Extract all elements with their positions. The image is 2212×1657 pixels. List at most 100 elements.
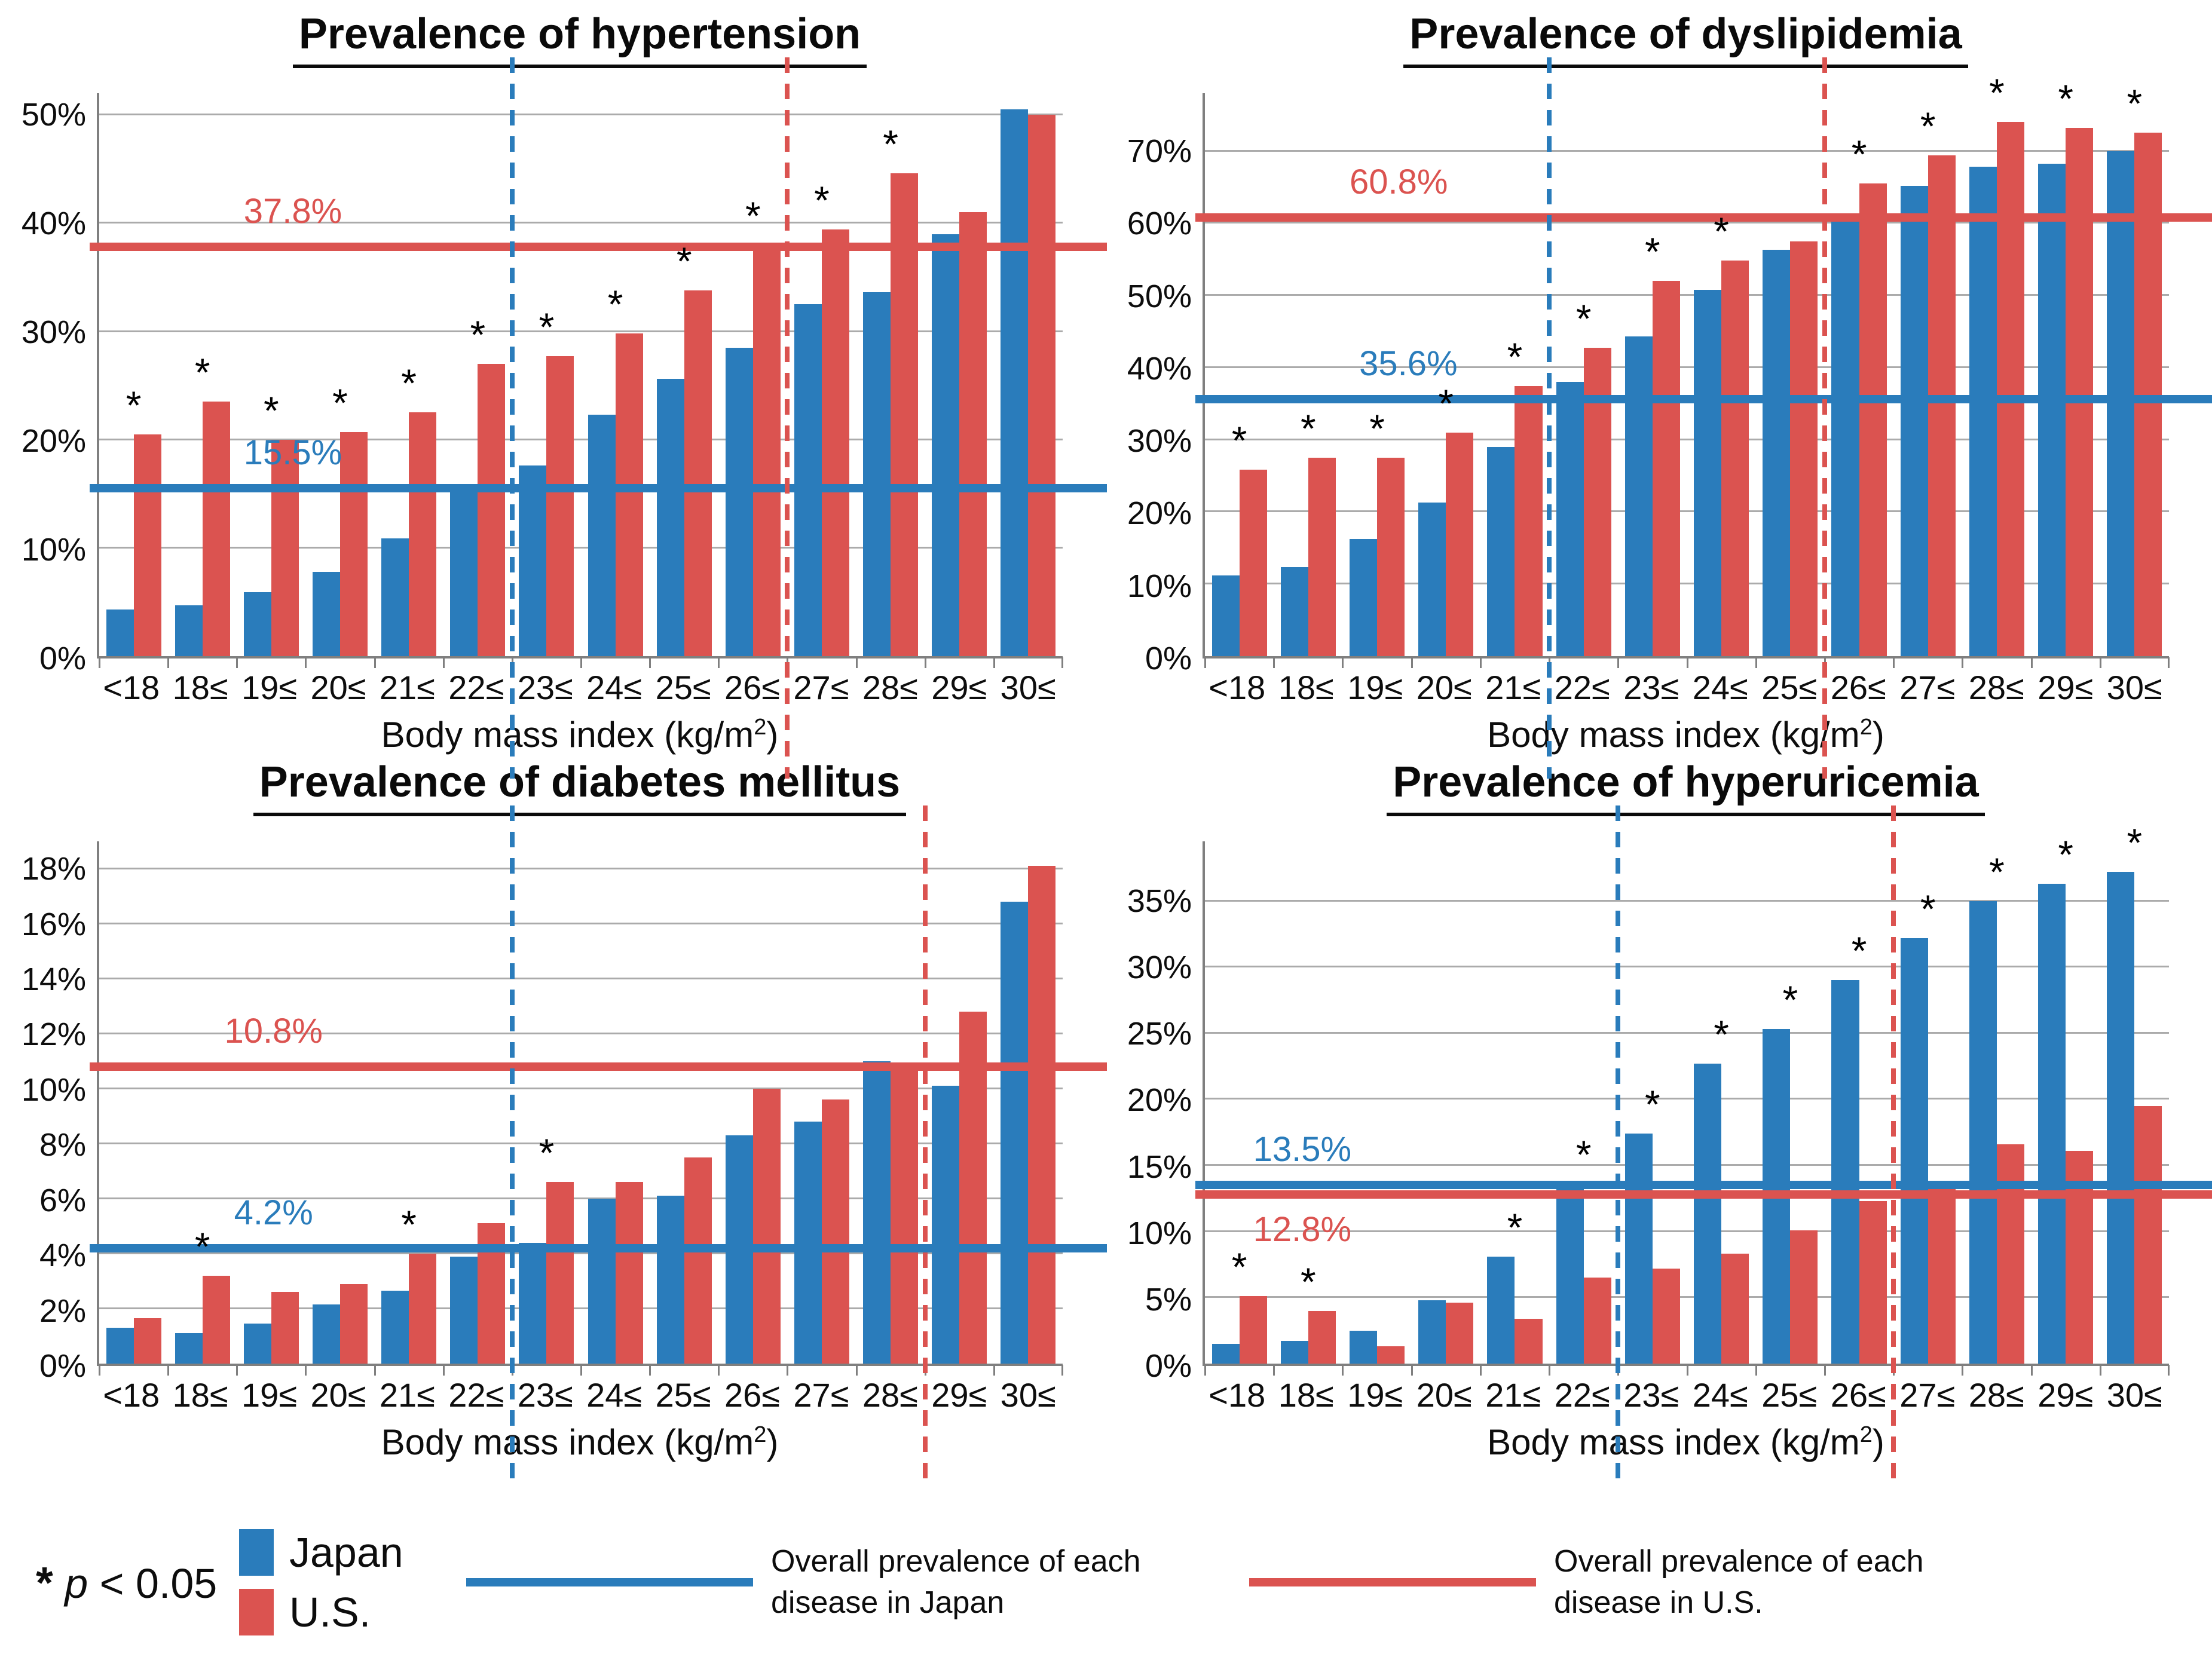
bar-group bbox=[2032, 93, 2100, 656]
bar-japan bbox=[175, 605, 203, 656]
y-tick-label: 25% bbox=[1127, 1016, 1192, 1052]
bar-group bbox=[787, 93, 856, 656]
bar-group bbox=[2032, 841, 2100, 1364]
x-tick-mark bbox=[1755, 1365, 1757, 1376]
x-axis-title-sup: 2 bbox=[1859, 1422, 1873, 1447]
bar-us bbox=[1721, 1254, 1749, 1364]
x-tick-label: 27≤ bbox=[1899, 1376, 1956, 1414]
x-tick-mark bbox=[580, 1365, 582, 1376]
x-tick-label: 26≤ bbox=[1830, 669, 1886, 706]
us-swatch bbox=[239, 1589, 274, 1635]
gridline bbox=[1205, 966, 2169, 968]
significance-asterisk: * bbox=[332, 381, 348, 425]
x-axis-title-suffix: ) bbox=[1872, 715, 1884, 755]
x-tick-mark bbox=[2099, 1365, 2101, 1376]
significance-asterisk: * bbox=[194, 1224, 210, 1269]
y-tick-label: 20% bbox=[21, 423, 86, 460]
bar-japan bbox=[519, 1242, 547, 1364]
significance-asterisk: * bbox=[2058, 832, 2074, 877]
y-tick-label: 4% bbox=[39, 1238, 86, 1274]
gridline bbox=[1205, 1296, 2169, 1298]
x-tick-label: 20≤ bbox=[1416, 1376, 1472, 1414]
y-tick-label: 18% bbox=[21, 851, 86, 887]
japan-overall-label: 15.5% bbox=[243, 433, 342, 473]
significance-asterisk: * bbox=[1300, 406, 1316, 451]
significance-asterisk: * bbox=[1645, 229, 1660, 274]
us-overall-label: 10.8% bbox=[224, 1012, 323, 1051]
bar-us bbox=[1028, 115, 1056, 656]
bar-group bbox=[1342, 841, 1411, 1364]
significance-asterisk: * bbox=[1575, 1132, 1592, 1177]
bar-us bbox=[409, 1254, 437, 1364]
chart-title-wrap: Prevalence of dyslipidemia bbox=[1203, 10, 2169, 73]
bar-us bbox=[891, 173, 919, 656]
x-tick-mark bbox=[1824, 1365, 1826, 1376]
bar-group bbox=[581, 93, 650, 656]
bar-japan bbox=[2038, 883, 2066, 1364]
x-axis-title-sup: 2 bbox=[754, 715, 767, 740]
legend: * p < 0.05 Japan U.S. Overall prevalence… bbox=[0, 1529, 2212, 1636]
y-tick-label: 5% bbox=[1145, 1281, 1192, 1318]
us-overall-label: 60.8% bbox=[1349, 162, 1448, 201]
x-tick-label: 27≤ bbox=[793, 1376, 849, 1414]
bar-japan bbox=[794, 1122, 822, 1364]
bar-us bbox=[133, 434, 161, 656]
x-tick-label: 21≤ bbox=[1485, 1376, 1541, 1414]
x-tick-label: 28≤ bbox=[1968, 1376, 2024, 1414]
gridline bbox=[1205, 510, 2169, 513]
y-tick-label: 40% bbox=[21, 206, 86, 242]
y-tick-label: 10% bbox=[1127, 568, 1192, 604]
x-tick-mark bbox=[1061, 657, 1063, 668]
bar-japan bbox=[1900, 185, 1928, 656]
bar-us bbox=[202, 1275, 230, 1364]
gridline bbox=[99, 330, 1063, 332]
bar-japan bbox=[381, 538, 409, 656]
y-axis-labels: 0% 2% 4% 6% 8% 10% 12% 14% 16% 18% bbox=[7, 841, 97, 1384]
x-tick-label: 25≤ bbox=[1761, 1376, 1818, 1414]
bar-japan bbox=[725, 347, 753, 656]
gridline bbox=[1205, 222, 2169, 224]
bar-us bbox=[1790, 1230, 1818, 1364]
x-tick-label: 30≤ bbox=[2106, 669, 2162, 706]
x-tick-mark bbox=[1962, 1365, 1964, 1376]
x-tick-label: 23≤ bbox=[1623, 1376, 1679, 1414]
japan-overall-line bbox=[90, 484, 1107, 493]
bar-us bbox=[1652, 281, 1680, 656]
x-tick-label: 23≤ bbox=[517, 1376, 573, 1414]
y-tick-label: 60% bbox=[1127, 206, 1192, 242]
gridline bbox=[1205, 1031, 2169, 1034]
x-tick-mark bbox=[718, 1365, 720, 1376]
bar-group bbox=[1412, 841, 1480, 1364]
x-tick-label: 24≤ bbox=[586, 669, 643, 706]
x-tick-label: 19≤ bbox=[241, 1376, 298, 1414]
chart-title: Prevalence of diabetes mellitus bbox=[253, 758, 907, 816]
us-label: U.S. bbox=[289, 1589, 371, 1635]
bar-japan bbox=[1694, 289, 1722, 656]
significance-asterisk: * bbox=[1369, 406, 1385, 451]
x-tick-label: 30≤ bbox=[1000, 669, 1056, 706]
x-tick-mark bbox=[2030, 1365, 2033, 1376]
bar-japan bbox=[863, 1061, 891, 1364]
bar-us bbox=[684, 1157, 712, 1364]
bar-japan bbox=[106, 609, 134, 656]
plot-row: 0% 2% 4% 6% 8% 10% 12% 14% 16% 18% * * * 4.2% 10.8% bbox=[7, 805, 1107, 1486]
y-tick-label: 35% bbox=[1127, 883, 1192, 920]
bar-us bbox=[2134, 1105, 2162, 1364]
x-tick-mark bbox=[99, 1365, 100, 1376]
x-tick-mark bbox=[1273, 657, 1275, 668]
x-tick-mark bbox=[2099, 657, 2101, 668]
y-tick-label: 70% bbox=[1127, 133, 1192, 170]
x-tick-label: <18 bbox=[103, 1376, 160, 1414]
chart-title-wrap: Prevalence of hyperuricemia bbox=[1203, 758, 2169, 821]
bar-group bbox=[1205, 841, 1274, 1364]
x-tick-label: 20≤ bbox=[1416, 669, 1472, 706]
japan-dashed-line bbox=[1616, 805, 1621, 1486]
japan-overall-line bbox=[1195, 395, 2212, 404]
y-axis-labels: 0% 10% 20% 30% 40% 50% bbox=[7, 93, 97, 676]
x-tick-mark bbox=[1686, 1365, 1688, 1376]
x-axis-title: Body mass index (kg/m2) bbox=[1203, 1414, 2169, 1463]
us-overall-line bbox=[1195, 1190, 2212, 1199]
legend-item-us: U.S. bbox=[239, 1588, 436, 1636]
significance-asterisk: * bbox=[401, 361, 417, 406]
